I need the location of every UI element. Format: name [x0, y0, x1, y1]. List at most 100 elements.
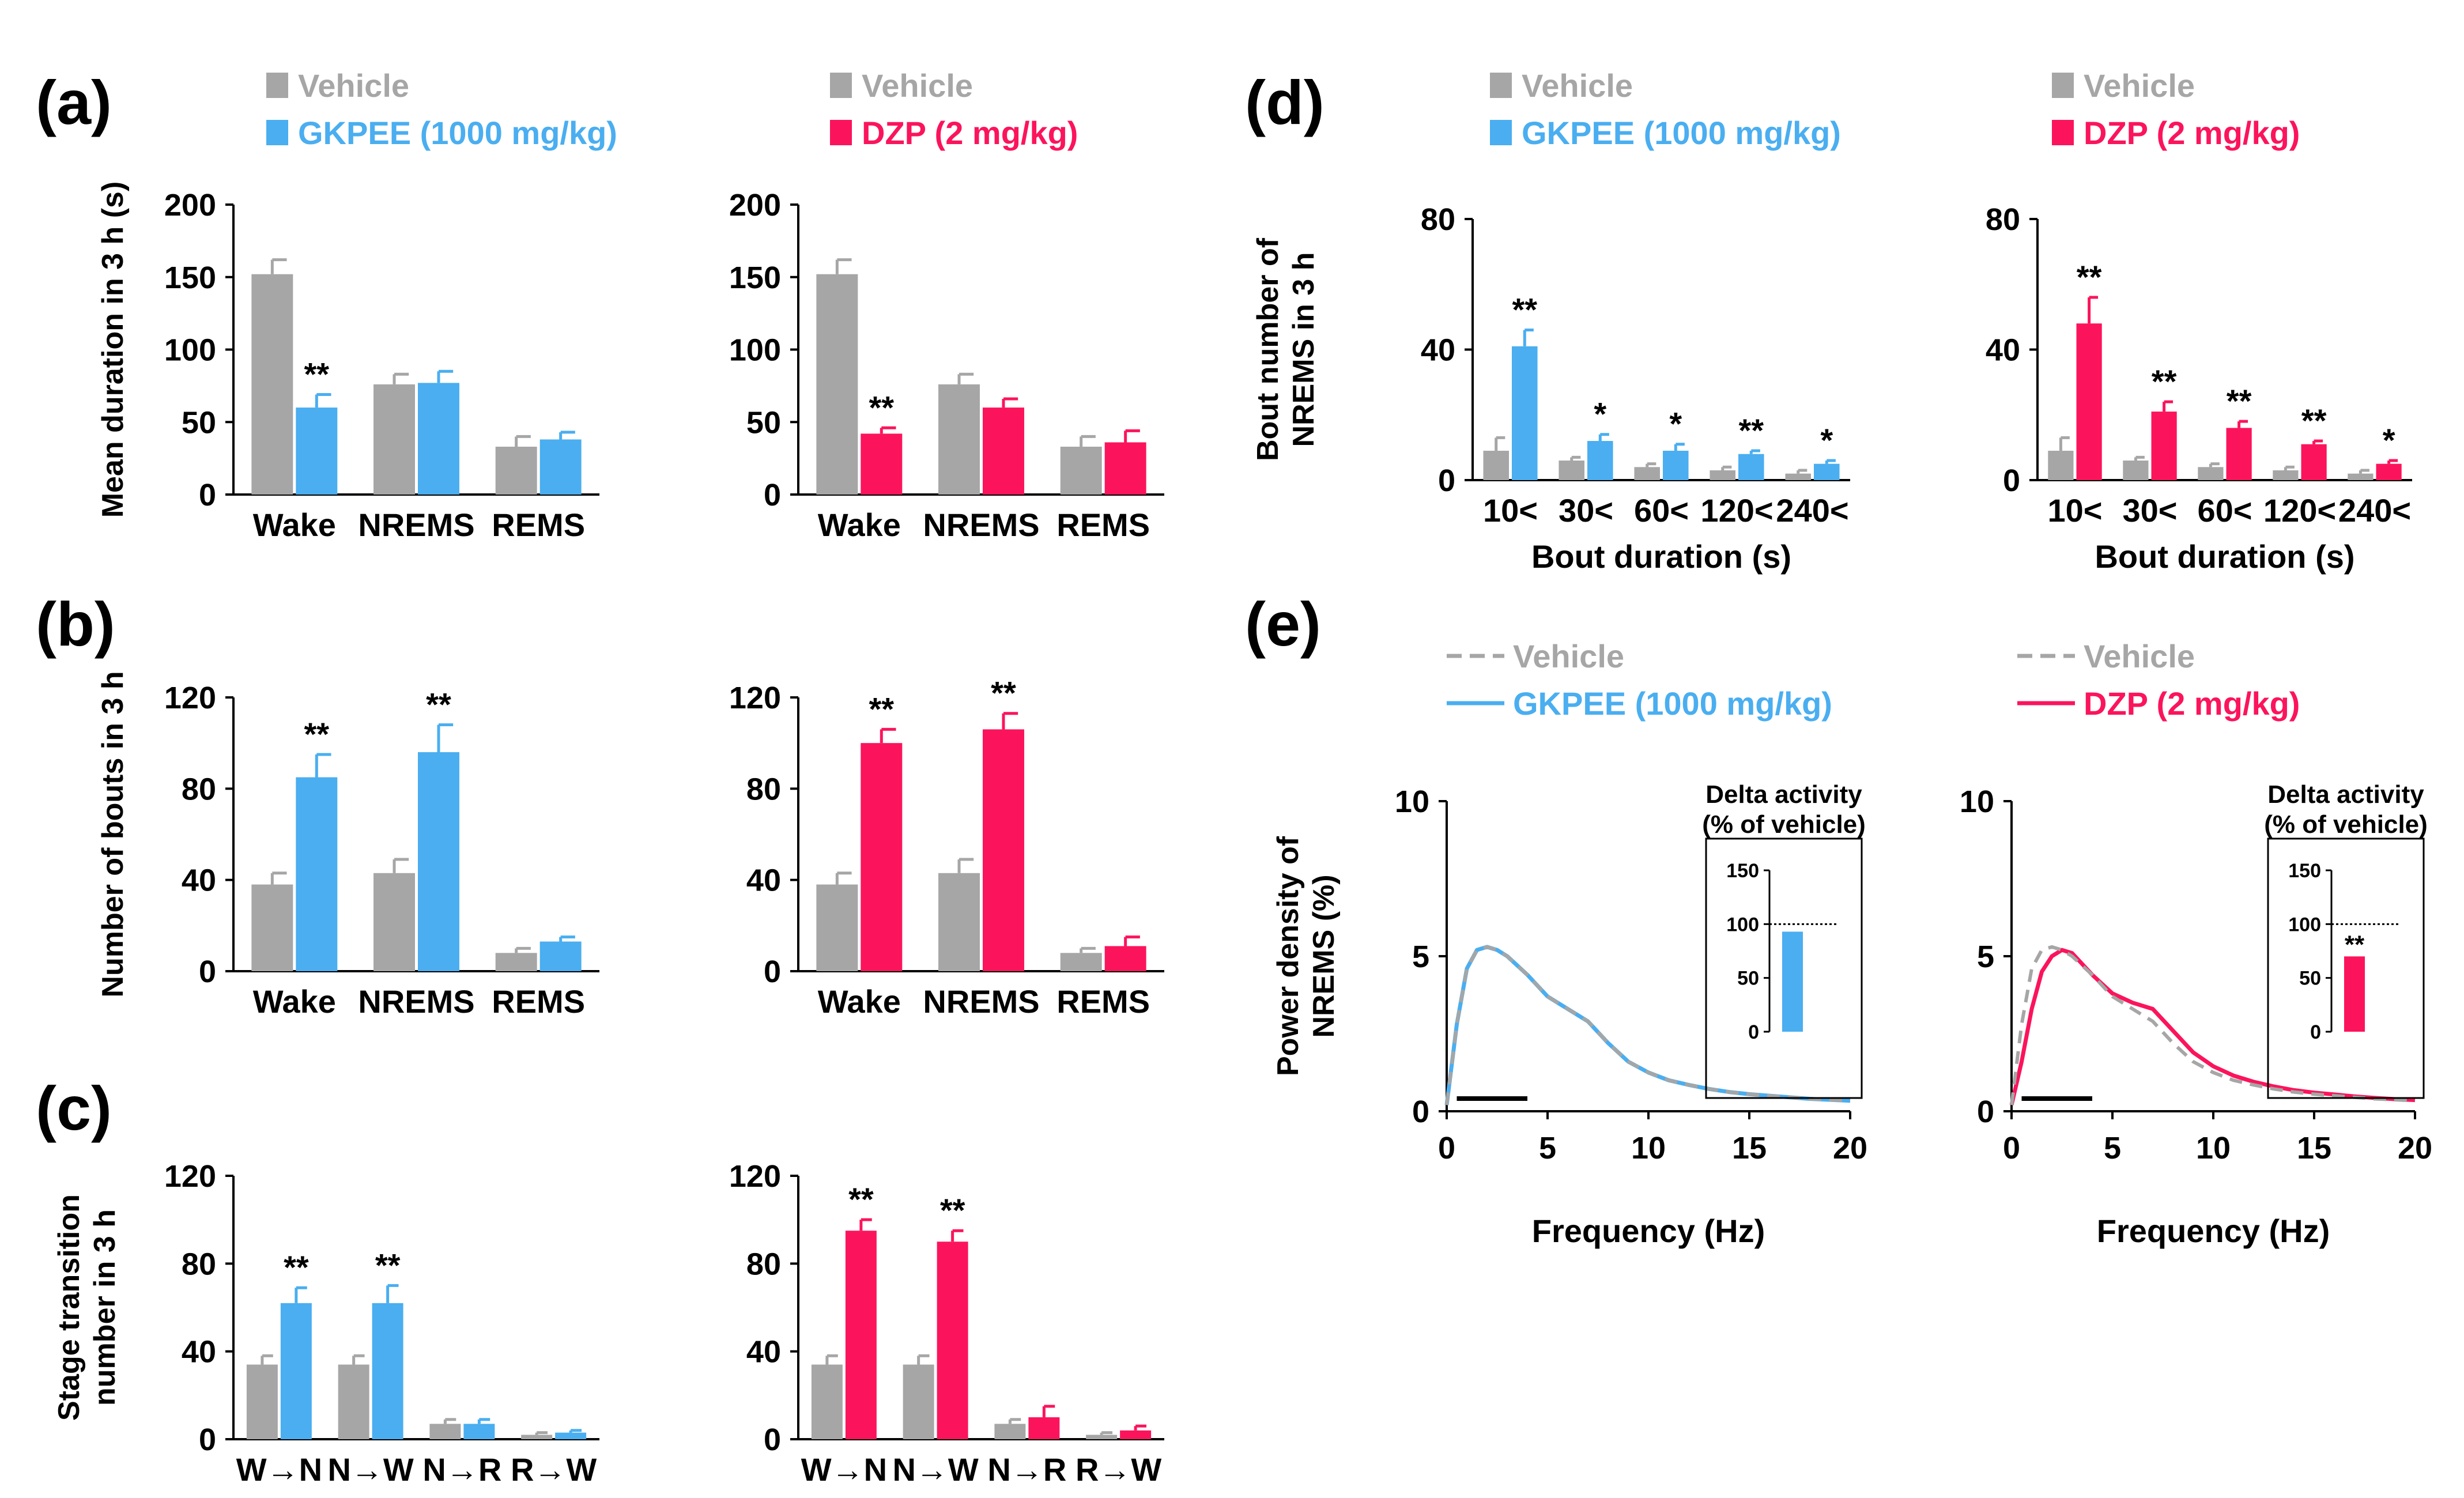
y-tick-label: 200 — [164, 188, 216, 222]
category-label: 10< — [1483, 492, 1538, 529]
y-tick-label: 80 — [182, 772, 216, 806]
category-label: N→W — [892, 1451, 978, 1488]
y-axis-label: Mean duration in 3 h (s) — [96, 182, 130, 518]
legend-label-gkpee: GKPEE (1000 mg/kg) — [1513, 685, 1832, 722]
legend-label-vehicle: Vehicle — [862, 67, 973, 104]
legends: Vehicle GKPEE (1000 mg/kg) Vehicle DZP (2 m… — [266, 67, 2300, 722]
y-tick-label: 0 — [764, 478, 781, 512]
category-label: N→R — [987, 1451, 1066, 1488]
x-tick-label: 15 — [1732, 1131, 1767, 1165]
significance-mark: ** — [2227, 383, 2252, 419]
bar-b_right-treatment-2 — [1104, 946, 1146, 971]
chart-b_right: 0 40 80 120 ** Wake ** NREMS REMS — [729, 675, 1164, 1020]
significance-mark: ** — [304, 356, 330, 392]
category-label: NREMS — [923, 983, 1039, 1020]
y-tick-label: 5 — [1412, 939, 1429, 974]
x-axis-label: Bout duration (s) — [1531, 538, 1791, 575]
significance-mark: ** — [2152, 363, 2177, 399]
panel-label-a: (a) — [36, 67, 112, 137]
y-tick-label: 50 — [182, 405, 216, 440]
category-label: R→W — [1076, 1451, 1161, 1488]
significance-mark: * — [1820, 422, 1833, 458]
bar-d_left-treatment-0 — [1512, 346, 1538, 480]
bar-c_right-treatment-3 — [1120, 1430, 1152, 1439]
inset-frame — [1705, 837, 1863, 1099]
bar-c_left-vehicle-2 — [429, 1424, 461, 1439]
bar-a_left-vehicle-0 — [251, 274, 293, 495]
category-label: REMS — [1056, 507, 1150, 543]
inset-delta-activity: Delta activity(% of vehicle) 0 50 100 150 ** — [2264, 780, 2428, 1099]
y-tick-label: 10 — [1395, 784, 1429, 819]
x-tick-label: 15 — [2297, 1131, 2331, 1165]
inset-tick-label: 100 — [1726, 914, 1759, 935]
legend-swatch-vehicle — [830, 73, 852, 98]
y-tick-label: 150 — [164, 261, 216, 295]
y-axis-label: Number of bouts in 3 h — [96, 671, 130, 997]
panel-label-e: (e) — [1245, 589, 1321, 659]
category-label: W→N — [236, 1451, 322, 1488]
bar-b_right-vehicle-1 — [938, 873, 980, 971]
x-tick-label: 20 — [2398, 1131, 2432, 1165]
inset-title: (% of vehicle) — [2264, 810, 2428, 839]
inset-title: (% of vehicle) — [1702, 810, 1866, 839]
significance-mark: * — [1669, 406, 1682, 442]
bar-c_left-treatment-1 — [372, 1303, 403, 1439]
category-label: W→N — [801, 1451, 887, 1488]
legend-label-gkpee: GKPEE (1000 mg/kg) — [1522, 115, 1841, 151]
legend-swatch-dzp — [830, 120, 852, 145]
legend-swatch-vehicle — [1490, 73, 1512, 98]
inset-tick-label: 100 — [2288, 914, 2321, 935]
significance-mark: ** — [869, 690, 895, 727]
bar-d_right-vehicle-1 — [2123, 461, 2149, 480]
y-tick-label: 120 — [164, 1159, 216, 1194]
legend-label-vehicle: Vehicle — [1513, 638, 1624, 674]
bar-b_left-treatment-0 — [296, 777, 338, 971]
legend-label-vehicle: Vehicle — [2084, 67, 2195, 104]
x-tick-label: 10 — [2196, 1131, 2231, 1165]
y-tick-label: 120 — [729, 1159, 781, 1194]
category-label: NREMS — [358, 507, 474, 543]
inset-tick-label: 50 — [1737, 968, 1759, 990]
bar-a_right-vehicle-0 — [816, 274, 858, 495]
y-tick-label: 200 — [729, 188, 781, 222]
significance-mark: ** — [940, 1192, 965, 1228]
category-label: N→R — [422, 1451, 501, 1488]
y-tick-label: 80 — [746, 1247, 781, 1281]
legend-swatch-gkpee — [266, 120, 288, 145]
y-tick-label: 120 — [729, 681, 781, 715]
bar-d_right-vehicle-3 — [2273, 470, 2299, 480]
bar-c_right-vehicle-1 — [903, 1364, 934, 1439]
legend-label-vehicle: Vehicle — [2084, 638, 2195, 674]
category-label: Wake — [253, 983, 336, 1020]
category-label: 240< — [2338, 492, 2411, 529]
legend-swatch-dzp — [2052, 120, 2074, 145]
category-label: N→W — [327, 1451, 413, 1488]
category-label: 120< — [2263, 492, 2336, 529]
bar-a_right-vehicle-1 — [938, 384, 980, 495]
legend-label-gkpee: GKPEE (1000 mg/kg) — [298, 115, 617, 151]
inset-tick-label: 0 — [1748, 1021, 1759, 1043]
bar-d_right-treatment-0 — [2076, 323, 2102, 480]
x-axis-label: Frequency (Hz) — [2097, 1213, 2330, 1249]
bar-d_left-vehicle-1 — [1559, 461, 1584, 480]
significance-mark: * — [1594, 396, 1606, 432]
bar-a_right-vehicle-2 — [1060, 447, 1102, 495]
category-label: 30< — [1559, 492, 1613, 529]
legend-label-dzp: DZP (2 mg/kg) — [2084, 685, 2300, 722]
bar-b_left-vehicle-1 — [373, 873, 415, 971]
x-tick-label: 10 — [1631, 1131, 1666, 1165]
bar-c_right-vehicle-2 — [994, 1424, 1026, 1439]
bar-a_right-treatment-2 — [1104, 442, 1146, 495]
x-axis-label: Frequency (Hz) — [1532, 1213, 1765, 1249]
x-tick-label: 0 — [1438, 1131, 1455, 1165]
category-label: NREMS — [923, 507, 1039, 543]
y-tick-label: 40 — [182, 1335, 216, 1369]
legend-label-dzp: DZP (2 mg/kg) — [2084, 115, 2300, 151]
chart-c_right: 0 40 80 120 ** W→N ** N→W N→R R→W — [729, 1159, 1164, 1488]
inset-tick-label: 50 — [2299, 968, 2321, 990]
category-label: 10< — [2048, 492, 2103, 529]
bar-d_right-vehicle-0 — [2048, 451, 2074, 480]
bar-c_left-treatment-2 — [463, 1424, 495, 1439]
bar-d_left-vehicle-3 — [1710, 470, 1735, 480]
